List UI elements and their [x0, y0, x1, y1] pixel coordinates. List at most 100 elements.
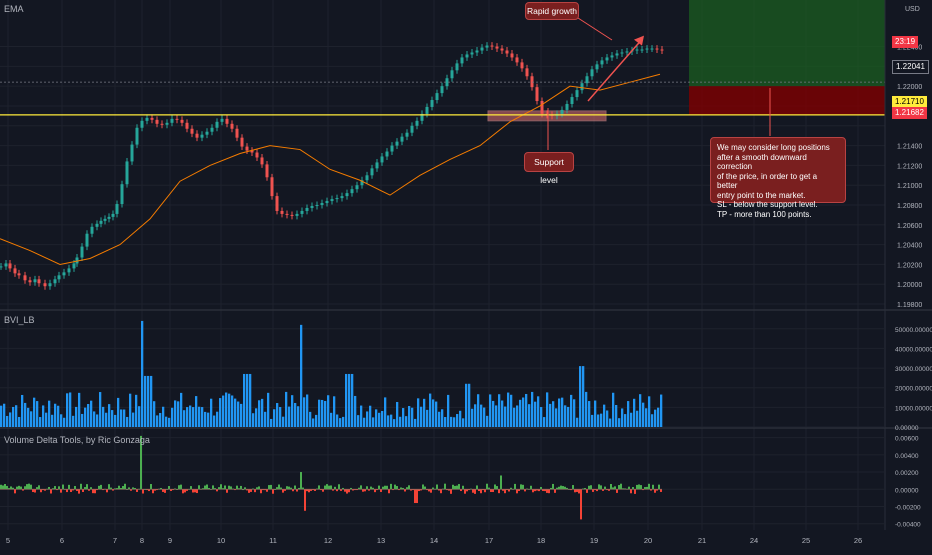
delta-bar — [612, 487, 614, 490]
delta-bar — [32, 489, 34, 493]
time-axis-tick: 25 — [802, 536, 810, 545]
volume-bar — [240, 403, 243, 427]
delta-bar — [26, 484, 28, 490]
delta-bar — [414, 489, 416, 504]
price-axis-tick: 1.20400 — [897, 243, 922, 250]
delta-bar — [532, 489, 534, 493]
time-axis-tick: 11 — [269, 536, 277, 545]
delta-bar — [350, 487, 352, 490]
volume-bar — [342, 416, 345, 427]
delta-bar — [410, 489, 412, 491]
candle-body — [150, 117, 154, 120]
candle-body — [300, 210, 304, 214]
delta-bar — [70, 489, 72, 492]
delta-bar — [178, 485, 180, 490]
delta-bar — [382, 486, 384, 490]
delta-bar — [588, 485, 590, 490]
delta-bar — [148, 489, 150, 492]
delta-bar — [54, 486, 56, 490]
volume-bar — [63, 417, 66, 427]
volume-bar — [96, 414, 99, 427]
delta-bar — [180, 484, 182, 490]
delta-bar — [372, 487, 374, 490]
candle-body — [490, 45, 494, 47]
delta-bar — [24, 486, 26, 490]
candle-body — [310, 206, 314, 208]
candle-body — [315, 205, 319, 207]
time-axis-tick: 8 — [140, 536, 144, 545]
volume-bar — [330, 412, 333, 427]
volume-bar — [585, 391, 588, 427]
candle-body — [450, 70, 454, 79]
candle-body — [505, 50, 509, 54]
time-axis-tick: 20 — [644, 536, 652, 545]
volume-bar — [345, 373, 348, 427]
candle-body — [53, 279, 57, 284]
volume-bar — [423, 398, 426, 427]
candle-body — [425, 106, 429, 114]
volume-bar — [321, 399, 324, 427]
volume-bar — [633, 398, 636, 427]
candle-body — [190, 128, 194, 134]
delta-bar — [390, 483, 392, 490]
delta-bar — [8, 488, 10, 490]
candle-body — [240, 137, 244, 147]
candle-body — [135, 127, 139, 145]
volume-bar — [435, 401, 438, 427]
callout-pointer — [577, 17, 613, 41]
candle-body — [260, 157, 264, 165]
delta-bar — [632, 487, 634, 490]
volume-bar — [207, 412, 210, 427]
volume-bar — [384, 397, 387, 427]
delta-bar — [638, 484, 640, 490]
candle-body — [570, 97, 574, 104]
candle-body — [95, 223, 99, 227]
delta-bar — [620, 483, 622, 490]
volume-bar — [399, 416, 402, 427]
volume-bar — [180, 392, 183, 427]
delta-bar — [616, 489, 618, 493]
candle-body — [90, 226, 94, 234]
delta-bar — [44, 489, 46, 491]
candle-body — [320, 203, 324, 206]
candle-body — [580, 83, 584, 91]
delta-bar — [556, 487, 558, 490]
delta-bar — [484, 489, 486, 493]
volume-bar — [45, 412, 48, 427]
volume-bar — [360, 405, 363, 427]
delta-bar — [658, 484, 660, 490]
volume-axis-tick: 20000.00000 — [895, 386, 932, 393]
delta-bar — [306, 489, 308, 492]
candle-body — [365, 175, 369, 181]
volume-bar — [516, 405, 519, 427]
volume-bar — [303, 397, 306, 427]
delta-bar — [486, 483, 488, 490]
candle-body — [395, 141, 399, 146]
delta-bar — [576, 489, 578, 492]
volume-bar — [192, 407, 195, 427]
candle-body — [645, 48, 649, 50]
volume-bar — [537, 396, 540, 427]
candle-body — [460, 57, 464, 64]
delta-bar — [2, 485, 4, 490]
volume-bar — [426, 409, 429, 427]
volume-bar — [189, 405, 192, 427]
volume-bar — [579, 366, 582, 427]
candle-body — [380, 156, 384, 163]
delta-bar — [286, 486, 288, 490]
volume-bar — [561, 397, 564, 427]
delta-bar — [118, 485, 120, 490]
candle-body — [345, 193, 349, 197]
delta-bar — [82, 489, 84, 492]
volume-bar — [279, 407, 282, 427]
candle-body — [125, 161, 129, 185]
candle-body — [62, 272, 66, 276]
candle-body — [615, 53, 619, 56]
delta-bar — [454, 485, 456, 490]
volume-bar — [624, 414, 627, 427]
delta-axis-tick: -0.00400 — [895, 522, 921, 529]
volume-bar — [489, 394, 492, 427]
delta-bar — [110, 487, 112, 490]
delta-bar — [642, 489, 644, 491]
